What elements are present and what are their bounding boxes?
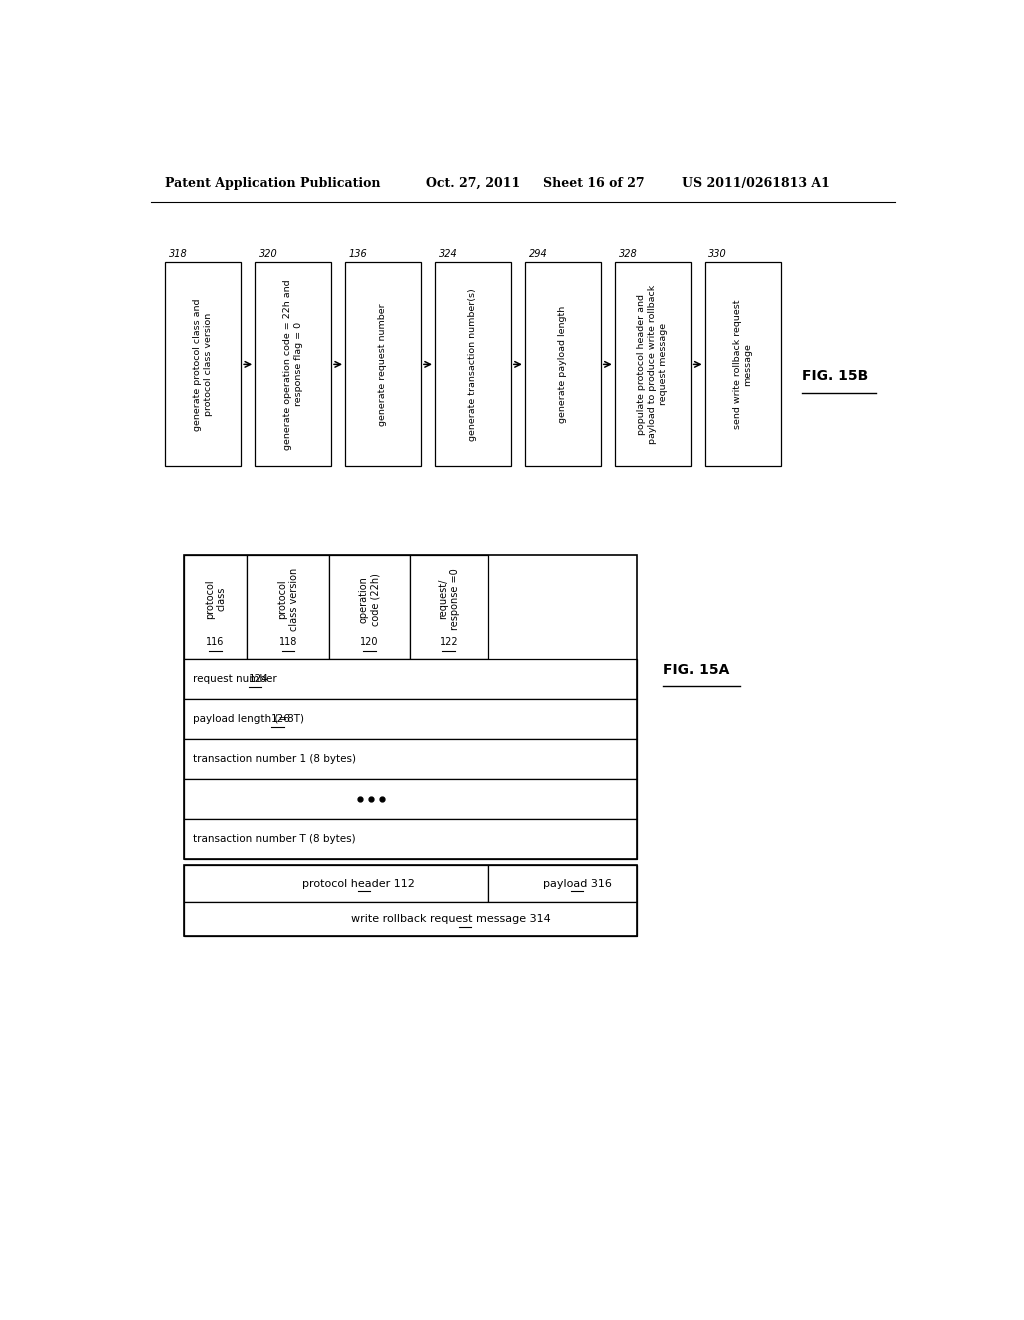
Text: 126: 126 — [271, 714, 291, 723]
Bar — [183, 903, 637, 936]
Text: 136: 136 — [349, 249, 368, 259]
Bar — [487, 866, 637, 903]
Text: generate protocol class and
protocol class version: generate protocol class and protocol cla… — [194, 298, 213, 430]
Bar — [183, 866, 487, 903]
Text: write rollback request message 314: write rollback request message 314 — [350, 915, 550, 924]
Bar — [183, 779, 637, 818]
Text: 324: 324 — [438, 249, 458, 259]
Bar — [183, 739, 637, 779]
Text: transaction number T (8 bytes): transaction number T (8 bytes) — [194, 834, 355, 843]
Bar — [410, 554, 487, 659]
Text: FIG. 15A: FIG. 15A — [663, 664, 729, 677]
Text: generate payload length: generate payload length — [558, 306, 567, 422]
Text: generate request number: generate request number — [379, 304, 387, 425]
Bar — [183, 554, 248, 659]
Text: 124: 124 — [249, 675, 268, 684]
Bar — [165, 263, 241, 466]
Text: request/
response =0: request/ response =0 — [438, 569, 460, 630]
Bar — [435, 263, 511, 466]
Text: Oct. 27, 2011: Oct. 27, 2011 — [426, 177, 520, 190]
Bar — [183, 554, 637, 859]
Bar — [183, 818, 637, 859]
Text: protocol header 112: protocol header 112 — [302, 879, 415, 888]
Text: 318: 318 — [169, 249, 187, 259]
Text: payload length (=8T): payload length (=8T) — [194, 714, 307, 723]
Text: operation
code (22h): operation code (22h) — [358, 573, 380, 626]
Text: 120: 120 — [360, 638, 379, 647]
Bar — [345, 263, 421, 466]
Text: request number: request number — [194, 675, 281, 684]
Bar — [183, 700, 637, 739]
Bar — [183, 866, 637, 936]
Text: 330: 330 — [709, 249, 727, 259]
Text: send write rollback request
message: send write rollback request message — [732, 300, 753, 429]
Text: 118: 118 — [279, 638, 297, 647]
Bar — [705, 263, 780, 466]
Bar — [248, 554, 329, 659]
Text: 328: 328 — [618, 249, 637, 259]
Bar — [183, 659, 637, 700]
Bar — [255, 263, 331, 466]
Text: 116: 116 — [207, 638, 224, 647]
Text: protocol
class version: protocol class version — [278, 568, 299, 631]
Text: payload 316: payload 316 — [543, 879, 611, 888]
Text: US 2011/0261813 A1: US 2011/0261813 A1 — [682, 177, 830, 190]
Text: 122: 122 — [439, 638, 458, 647]
Text: 320: 320 — [259, 249, 278, 259]
Bar — [614, 263, 690, 466]
Text: Patent Application Publication: Patent Application Publication — [165, 177, 381, 190]
Text: Sheet 16 of 27: Sheet 16 of 27 — [543, 177, 644, 190]
Text: protocol
class: protocol class — [205, 579, 226, 619]
Text: generate transaction number(s): generate transaction number(s) — [468, 288, 477, 441]
Bar — [524, 263, 601, 466]
Text: 294: 294 — [528, 249, 548, 259]
Text: generate operation code = 22h and
response flag = 0: generate operation code = 22h and respon… — [283, 279, 303, 450]
Bar — [329, 554, 410, 659]
Text: FIG. 15B: FIG. 15B — [802, 368, 868, 383]
Text: transaction number 1 (8 bytes): transaction number 1 (8 bytes) — [194, 754, 356, 764]
Text: populate protocol header and
payload to produce write rollback
request message: populate protocol header and payload to … — [637, 285, 669, 444]
